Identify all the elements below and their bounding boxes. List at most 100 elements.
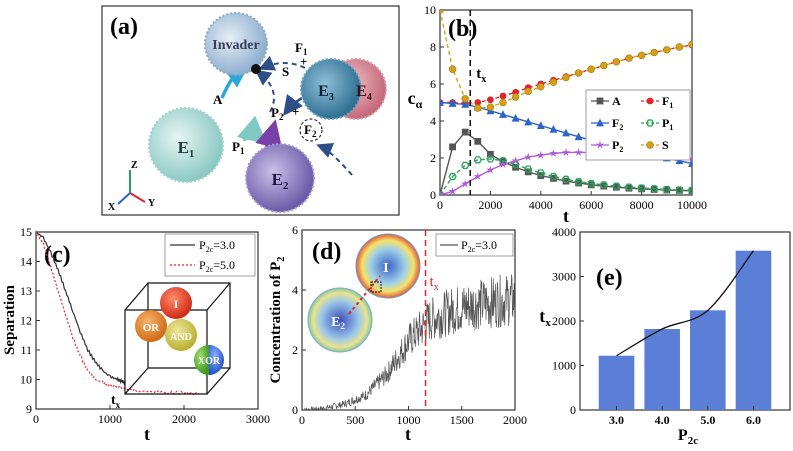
arrow-e3-f2 <box>282 94 304 116</box>
data-point-5-19 <box>675 43 684 51</box>
c-ytick-label: 11 <box>20 343 32 357</box>
data-point-0-15 <box>625 184 633 192</box>
data-point-4-10 <box>561 148 571 157</box>
legend-c-label-1: P2c=5.0 <box>199 258 235 274</box>
data-point-5-18 <box>663 46 671 54</box>
plus-sign-p2: + <box>292 104 299 119</box>
gate-sphere-xor-green <box>194 345 209 375</box>
bar-2 <box>690 310 726 410</box>
e2-label: E2 <box>272 170 289 192</box>
b-xtick-label: 4000 <box>529 198 553 212</box>
data-point-0-1 <box>449 143 456 151</box>
data-point-2-10 <box>562 128 570 137</box>
legend-b-marker-2 <box>596 118 604 127</box>
data-point-5-2 <box>461 95 469 103</box>
data-point-5-20 <box>688 40 692 48</box>
legend-b-label-3: P1 <box>662 116 673 132</box>
data-point-3-1 <box>448 172 457 181</box>
c-xtick-label: 3000 <box>246 412 270 426</box>
legend-b-label-4: P2 <box>612 138 623 154</box>
e1-sphere <box>148 107 224 183</box>
b-ytick-label: 0 <box>430 188 436 202</box>
gate-label-or: OR <box>143 322 161 334</box>
legend-b-label-0: A <box>612 94 621 108</box>
e3-sphere <box>300 58 362 120</box>
d-ylabel: Concentration of P2 <box>268 257 287 384</box>
data-point-5-16 <box>637 51 646 60</box>
data-point-2-6 <box>511 113 520 122</box>
d-xlabel: t <box>405 424 411 444</box>
data-point-3-10 <box>561 175 571 183</box>
d-ytick-label: 2 <box>292 343 298 357</box>
data-point-4-0 <box>440 190 445 195</box>
d-series-line <box>302 274 515 410</box>
data-point-3-11 <box>574 178 583 186</box>
data-point-4-9 <box>549 148 558 157</box>
invader-label: Invader <box>212 38 259 53</box>
panel-a-label: (a) <box>110 14 138 40</box>
e4-label: E4 <box>356 83 372 103</box>
fit-curve <box>616 250 754 357</box>
legend-b-label-5: S <box>662 138 669 152</box>
data-point-0-17 <box>650 186 658 193</box>
e-ytick-label: 3000 <box>552 270 576 284</box>
c-xtick-label: 2000 <box>172 412 196 426</box>
data-point-5-5 <box>499 98 507 107</box>
cell-link-box <box>370 281 382 293</box>
arrow-p2-invader <box>254 69 275 113</box>
data-point-3-12 <box>587 179 596 188</box>
bar-1 <box>644 329 680 410</box>
species-a-label: A <box>213 92 223 107</box>
b-xtick-label: 2000 <box>478 198 502 212</box>
e-xtick-label: 5.0 <box>700 413 715 427</box>
tx-label-c: tx <box>111 393 121 410</box>
d-xtick-label: 2000 <box>503 413 527 427</box>
data-point-5-0 <box>440 10 444 14</box>
data-point-4-6 <box>511 156 520 165</box>
b-ytick-label: 8 <box>430 40 436 54</box>
axis-z-label: Z <box>131 160 138 171</box>
data-point-4-5 <box>498 160 508 169</box>
c-ytick-label: 14 <box>20 255 32 269</box>
data-point-3-13 <box>599 181 608 189</box>
legend-b-marker-1 <box>646 97 654 105</box>
data-point-3-20 <box>687 186 692 194</box>
legend-c-label-0: P2c=3.0 <box>199 238 235 254</box>
c-ylabel: Separation <box>2 284 18 355</box>
c-xtick-label: 0 <box>33 412 39 426</box>
d-ytick-label: 6 <box>292 223 298 237</box>
c-xlabel: t <box>144 424 150 444</box>
series-line-3 <box>440 158 692 195</box>
cell-inset-e2-label: E2 <box>331 315 345 331</box>
data-point-3-18 <box>662 185 671 194</box>
b-xtick-label: 10000 <box>677 198 707 212</box>
data-point-0-14 <box>613 183 620 191</box>
legend-b-label-2: F2 <box>612 116 623 132</box>
b-xtick-label: 8000 <box>630 198 654 212</box>
tx-label-b: tx <box>476 66 486 85</box>
legend-d-box <box>435 233 514 257</box>
legend-d-label: P2c=3.0 <box>461 238 497 254</box>
d-xtick-label: 1500 <box>450 413 474 427</box>
data-point-0-9 <box>550 174 557 182</box>
bar-3 <box>735 250 772 410</box>
data-point-3-17 <box>650 185 659 193</box>
e-ytick-label: 0 <box>570 403 576 417</box>
e3-label: E3 <box>318 83 334 103</box>
data-point-0-19 <box>676 186 683 194</box>
data-point-4-3 <box>473 172 483 181</box>
arrow-s-invader <box>258 55 306 71</box>
species-f2-label: F2 <box>304 122 317 139</box>
data-point-5-8 <box>537 83 545 91</box>
legend-b-marker-3 <box>645 119 655 127</box>
data-point-0-3 <box>474 137 482 145</box>
data-point-4-8 <box>536 150 546 159</box>
c-ytick-label: 10 <box>20 373 32 387</box>
data-point-3-15 <box>624 183 634 191</box>
data-point-3-9 <box>549 172 558 181</box>
data-point-5-17 <box>650 48 658 57</box>
tx-label-d: tx <box>430 274 439 293</box>
d-xtick-label: 1000 <box>397 413 421 427</box>
